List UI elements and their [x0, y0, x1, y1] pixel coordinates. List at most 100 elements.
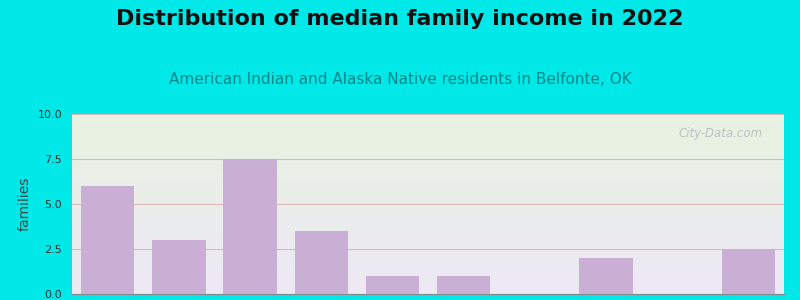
Bar [72, 138, 784, 139]
Bar [72, 177, 784, 178]
Bar [72, 230, 784, 231]
Bar [72, 129, 784, 130]
Bar [72, 179, 784, 180]
Bar [72, 246, 784, 247]
Bar [72, 116, 784, 117]
Bar [72, 149, 784, 150]
Bar [72, 263, 784, 264]
Bar [72, 266, 784, 267]
Bar [72, 192, 784, 193]
Bar [72, 198, 784, 199]
Bar [72, 189, 784, 190]
Bar [72, 178, 784, 179]
Bar [72, 193, 784, 194]
Bar [72, 234, 784, 235]
Bar [72, 125, 784, 126]
Bar [72, 285, 784, 286]
Bar [72, 232, 784, 233]
Bar [72, 282, 784, 283]
Bar [72, 233, 784, 234]
Bar [72, 231, 784, 232]
Bar [72, 274, 784, 275]
Bar [72, 261, 784, 262]
Bar [72, 291, 784, 292]
Bar [72, 204, 784, 205]
Bar [72, 164, 784, 165]
Bar [72, 248, 784, 249]
Bar [72, 188, 784, 189]
Bar [72, 184, 784, 185]
Bar [72, 220, 784, 221]
Bar [72, 265, 784, 266]
Bar [72, 228, 784, 229]
Bar [72, 219, 784, 220]
Bar [72, 181, 784, 182]
Bar [72, 200, 784, 201]
Bar [72, 191, 784, 192]
Bar [72, 127, 784, 128]
Bar [72, 128, 784, 129]
Bar [72, 290, 784, 291]
Bar [72, 163, 784, 164]
Bar [72, 247, 784, 248]
Bar [72, 147, 784, 148]
Bar [72, 120, 784, 121]
Bar [72, 249, 784, 250]
Bar [72, 157, 784, 158]
Bar [72, 190, 784, 191]
Bar [72, 175, 784, 176]
Bar [72, 218, 784, 219]
Bar [72, 226, 784, 227]
Bar [72, 126, 784, 127]
Bar [72, 152, 784, 153]
Bar [72, 239, 784, 240]
Bar [72, 180, 784, 181]
Bar [72, 124, 784, 125]
Bar [72, 167, 784, 168]
Bar [72, 166, 784, 167]
Bar [72, 156, 784, 157]
Bar [72, 140, 784, 141]
Bar [72, 160, 784, 161]
Bar [72, 213, 784, 214]
Bar [72, 292, 784, 293]
Bar [72, 202, 784, 203]
Bar [72, 209, 784, 210]
Bar [72, 203, 784, 204]
Bar [72, 277, 784, 278]
Bar [72, 270, 784, 271]
Bar [72, 171, 784, 172]
Bar [72, 260, 784, 261]
Bar [72, 146, 784, 147]
Bar [72, 148, 784, 149]
Bar [72, 165, 784, 166]
Bar [72, 222, 784, 223]
Bar [72, 240, 784, 241]
Bar [72, 136, 784, 137]
Bar [72, 216, 784, 217]
Bar [72, 133, 784, 134]
Bar [72, 251, 784, 252]
Bar [72, 281, 784, 282]
Bar [72, 172, 784, 173]
Bar [72, 122, 784, 123]
Bar [72, 206, 784, 207]
Bar [72, 278, 784, 279]
Bar [72, 123, 784, 124]
Bar [72, 288, 784, 289]
Bar [72, 250, 784, 251]
Bar [72, 242, 784, 243]
Bar [72, 271, 784, 272]
Bar [72, 252, 784, 253]
Bar [72, 143, 784, 144]
Bar [81, 186, 134, 294]
Bar [72, 273, 784, 274]
Bar [72, 115, 784, 116]
Bar [72, 275, 784, 276]
Bar [72, 289, 784, 290]
Bar [72, 142, 784, 143]
Bar [72, 258, 784, 259]
Bar [72, 151, 784, 152]
Bar [72, 259, 784, 260]
Bar [72, 201, 784, 202]
